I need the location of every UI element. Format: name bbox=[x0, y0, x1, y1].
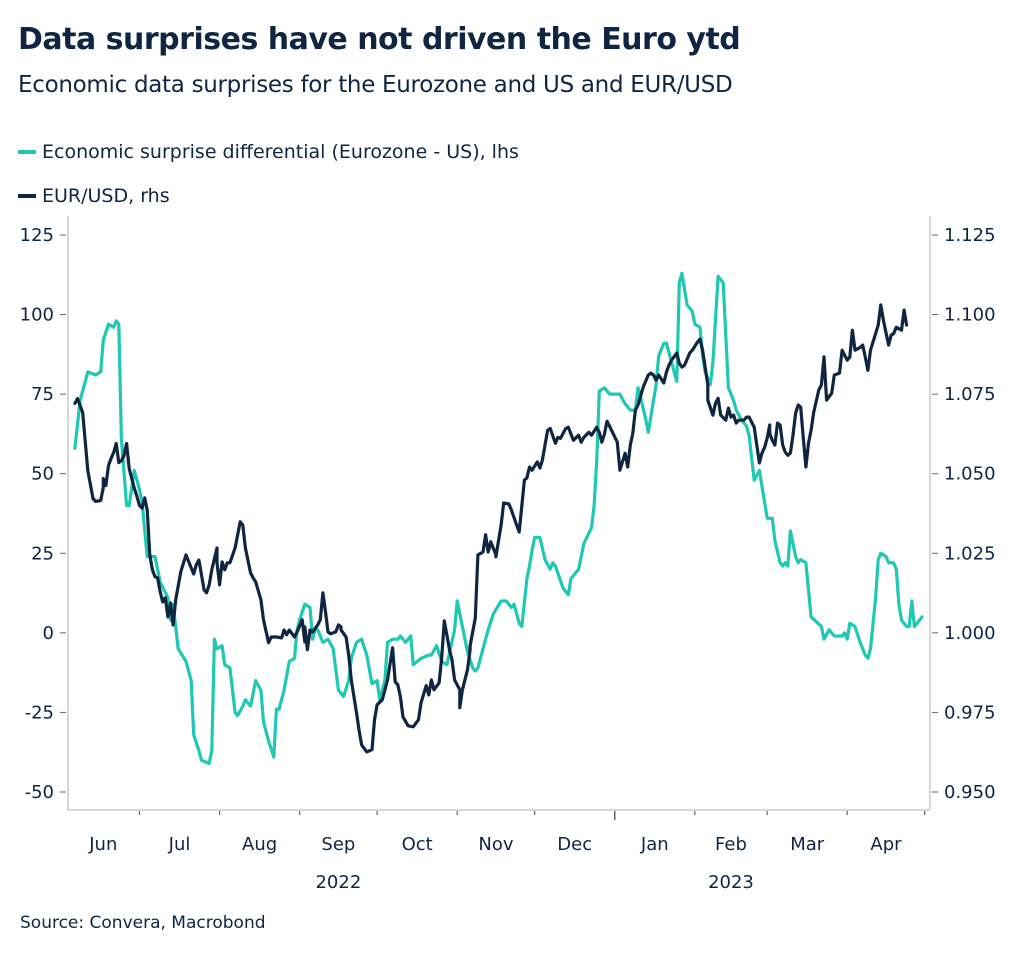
right-tick-label: 1.000 bbox=[944, 623, 996, 644]
left-tick-label: 25 bbox=[31, 543, 54, 564]
right-tick-label: 0.950 bbox=[944, 782, 996, 803]
x-year-label: 2023 bbox=[708, 872, 754, 893]
right-tick-label: 1.075 bbox=[944, 384, 996, 405]
surprise-differential-line bbox=[73, 271, 924, 765]
right-tick-label: 0.975 bbox=[944, 702, 996, 723]
eurusd-line bbox=[73, 303, 909, 754]
x-tick-label: Jul bbox=[168, 834, 191, 855]
x-tick-label: Apr bbox=[870, 834, 902, 855]
legend: Economic surprise differential (Eurozone… bbox=[18, 130, 519, 218]
legend-label-surprise: Economic surprise differential (Eurozone… bbox=[42, 141, 519, 163]
x-tick-label: Oct bbox=[402, 834, 433, 855]
x-tick-label: Jan bbox=[640, 834, 669, 855]
chart-title: Data surprises have not driven the Euro … bbox=[18, 22, 741, 57]
x-tick-label: Sep bbox=[321, 834, 355, 855]
right-tick-label: 1.025 bbox=[944, 543, 996, 564]
left-tick-label: -50 bbox=[25, 782, 54, 803]
right-tick-label: 1.050 bbox=[944, 464, 996, 485]
x-tick-label: Mar bbox=[790, 834, 825, 855]
legend-item-surprise: Economic surprise differential (Eurozone… bbox=[18, 130, 519, 174]
source-note: Source: Convera, Macrobond bbox=[20, 913, 266, 933]
legend-swatch-teal bbox=[18, 150, 36, 154]
legend-swatch-navy bbox=[18, 194, 36, 198]
left-tick-label: 50 bbox=[31, 464, 54, 485]
x-tick-label: Nov bbox=[478, 834, 513, 855]
left-tick-label: 75 bbox=[31, 384, 54, 405]
x-year-label: 2022 bbox=[315, 872, 361, 893]
x-tick-label: Dec bbox=[557, 834, 592, 855]
x-tick-label: Jun bbox=[88, 834, 117, 855]
right-tick-label: 1.125 bbox=[944, 225, 996, 246]
legend-label-eurusd: EUR/USD, rhs bbox=[42, 185, 170, 207]
left-tick-label: -25 bbox=[25, 702, 54, 723]
chart-subtitle: Economic data surprises for the Eurozone… bbox=[18, 72, 733, 98]
right-tick-label: 1.100 bbox=[944, 305, 996, 326]
x-tick-label: Feb bbox=[715, 834, 747, 855]
left-tick-label: 0 bbox=[43, 623, 54, 644]
left-tick-label: 100 bbox=[20, 305, 54, 326]
left-tick-label: 125 bbox=[20, 225, 54, 246]
x-tick-label: Aug bbox=[242, 834, 277, 855]
legend-item-eurusd: EUR/USD, rhs bbox=[18, 174, 519, 218]
